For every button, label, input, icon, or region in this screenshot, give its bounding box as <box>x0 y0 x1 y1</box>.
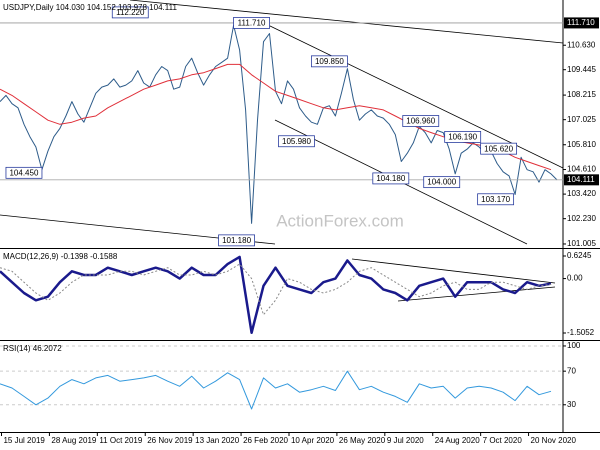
x-tick-label: 13 Jan 2020 <box>195 436 240 445</box>
annotation-label: 109.850 <box>315 57 344 66</box>
panel-title: MACD(12,26,9) -0.1398 -0.1588 <box>3 252 118 261</box>
annotation-box <box>402 115 440 127</box>
y-tick-label: 0.6245 <box>567 251 592 260</box>
annotation-label: 101.180 <box>222 236 251 245</box>
annotation-box <box>233 17 270 29</box>
price-box <box>564 17 599 29</box>
trendline <box>397 286 556 302</box>
trendline <box>129 0 564 44</box>
annotation-box <box>423 176 461 189</box>
annotation-label: 104.450 <box>9 168 38 177</box>
annotation-box <box>111 6 149 19</box>
y-tick-label: 102.230 <box>567 214 596 223</box>
trendline <box>351 258 556 284</box>
price-box-label: 104.111 <box>567 175 595 184</box>
x-tick-label: 26 May 2020 <box>339 436 386 445</box>
y-tick-label: 108.215 <box>567 90 596 99</box>
price-box-label: 111.710 <box>567 18 595 27</box>
annotation-label: 104.180 <box>376 174 405 183</box>
annotation-box <box>218 234 255 247</box>
y-tick-label: 30 <box>567 400 576 409</box>
annotation-label: 106.960 <box>406 117 435 126</box>
x-tick-label: 24 Aug 2020 <box>435 436 480 445</box>
panel-title: USDJPY,Daily 104.030 104.152 103.978 104… <box>3 3 177 12</box>
annotation-label: 103.170 <box>481 195 510 204</box>
annotation-label: 112.220 <box>116 8 145 17</box>
price-box <box>564 174 599 186</box>
annotation-label: 105.620 <box>484 144 513 153</box>
x-tick-label: 7 Oct 2020 <box>483 436 523 445</box>
annotation-box <box>477 193 515 206</box>
x-tick-label: 26 Feb 2020 <box>243 436 288 445</box>
annotation-label: 106.190 <box>448 133 477 142</box>
y-tick-label: 103.420 <box>567 189 596 198</box>
y-tick-label: -1.5052 <box>567 328 595 337</box>
x-tick-label: 11 Oct 2019 <box>99 436 143 445</box>
x-tick-label: 10 Apr 2020 <box>291 436 335 445</box>
y-tick-label: 109.445 <box>567 65 596 74</box>
annotation-box <box>444 131 482 143</box>
annotation-box <box>480 142 518 155</box>
series-line <box>0 24 558 224</box>
y-tick-label: 110.630 <box>567 40 596 49</box>
annotation-label: 111.710 <box>238 19 266 28</box>
y-tick-label: 105.810 <box>567 140 596 149</box>
series-line <box>0 370 552 410</box>
annotation-label: 104.000 <box>427 178 456 187</box>
y-tick-label: 104.610 <box>567 165 596 174</box>
watermark: ActionForex.com <box>276 211 404 230</box>
annotation-box <box>372 172 410 185</box>
annotation-label: 105.980 <box>282 137 311 146</box>
panel-title: RSI(14) 46.2072 <box>3 344 62 353</box>
x-tick-label: 28 Aug 2019 <box>51 436 96 445</box>
annotation-box <box>311 55 348 68</box>
x-tick-label: 26 Nov 2019 <box>147 436 193 445</box>
y-tick-label: 101.005 <box>567 239 596 248</box>
y-tick-label: 0.00 <box>567 274 583 283</box>
series-line <box>0 255 552 335</box>
y-tick-label: 70 <box>567 366 576 375</box>
annotation-box <box>5 166 43 179</box>
y-tick-label: 100 <box>567 341 581 350</box>
x-tick-label: 9 Jul 2020 <box>387 436 424 445</box>
annotation-box <box>278 135 315 148</box>
series-line <box>0 263 552 316</box>
x-tick-label: 15 Jul 2019 <box>3 436 45 445</box>
y-tick-label: 107.025 <box>567 115 596 124</box>
x-tick-label: 20 Nov 2020 <box>531 436 577 445</box>
